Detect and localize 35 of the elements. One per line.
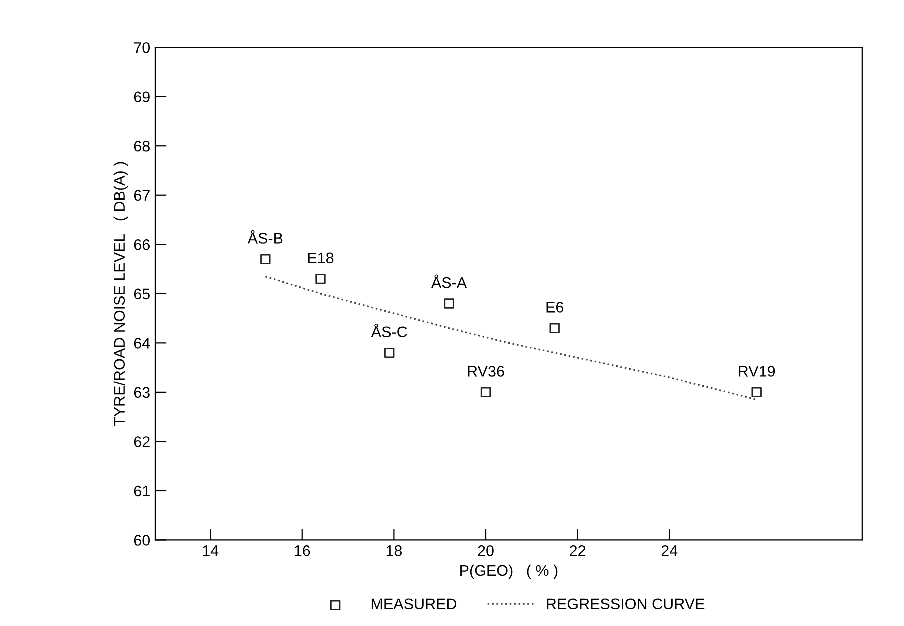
data-label: RV19 — [739, 366, 776, 377]
x-tick-label: 20 — [478, 546, 494, 556]
x-axis-title: P(GEO) ( % ) — [460, 564, 558, 580]
y-tick-label: 64 — [134, 338, 150, 349]
point — [260, 254, 271, 265]
point — [384, 348, 395, 358]
y-tick-label: 61 — [134, 486, 150, 497]
y-tick-label: 60 — [134, 535, 150, 546]
x-tick-label: 14 — [203, 546, 219, 556]
point — [480, 387, 492, 398]
data-label: ÅS-C — [371, 324, 408, 338]
data-label: E6 — [546, 302, 564, 313]
y-tick-label: 68 — [134, 140, 150, 152]
point — [550, 323, 560, 334]
legend-label: MEASURED — [372, 598, 457, 610]
data-label: ÅS-A — [431, 274, 468, 288]
y-tick-label: 63 — [134, 387, 150, 398]
data-label: E18 — [308, 252, 334, 264]
legend-label: REGRESSION CURVE — [547, 598, 705, 610]
y-tick-label: 70 — [134, 42, 150, 54]
x-tick-label: 16 — [295, 546, 310, 556]
y-tick-label: 62 — [134, 436, 150, 448]
x-tick-label: 24 — [662, 546, 678, 556]
y-tick-label: 69 — [134, 92, 150, 103]
data-label: ÅS-B — [248, 230, 283, 244]
y-tick-label: 67 — [134, 190, 150, 202]
point — [444, 298, 454, 309]
data-label: RV36 — [468, 366, 504, 377]
y-tick-label: 66 — [134, 240, 150, 250]
point — [316, 274, 326, 284]
y-tick-label: 65 — [134, 288, 150, 300]
x-tick-label: 22 — [570, 546, 586, 556]
y-axis-title: TYRE/ROAD NOISE LEVEL ( DB(A) ) — [114, 162, 128, 426]
point — [752, 387, 762, 398]
x-tick-label: 18 — [386, 546, 402, 556]
